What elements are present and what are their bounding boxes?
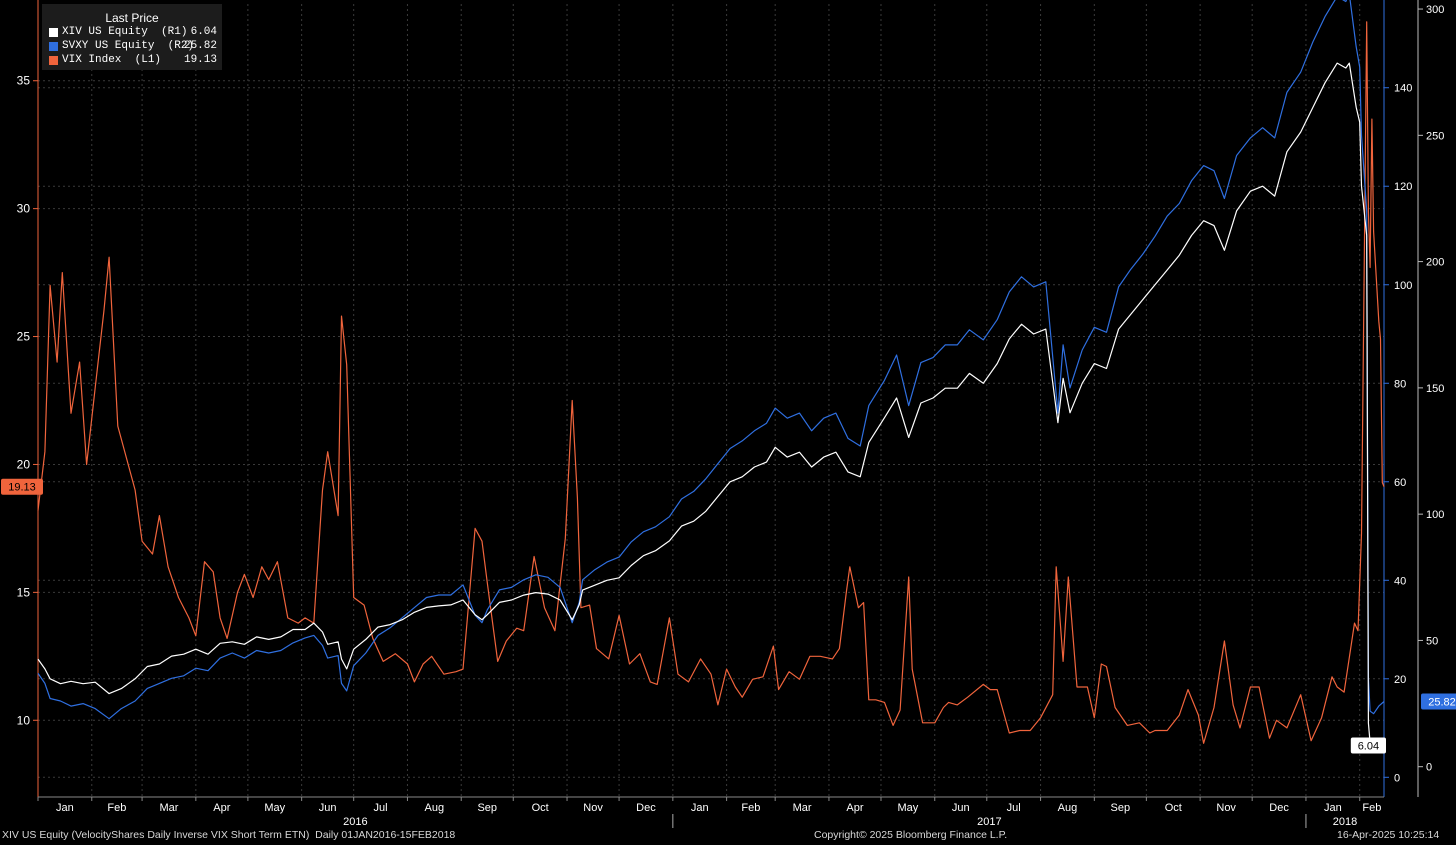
left-axis-tick-label: 35: [17, 74, 31, 88]
x-axis-month-label: Jan: [691, 802, 709, 814]
x-axis-month-label: Apr: [213, 802, 230, 814]
legend-label: VIX Index (L1): [62, 54, 162, 66]
left-axis-tick-label: 20: [17, 457, 31, 471]
right-axis-r2-tick-label: 100: [1426, 509, 1444, 521]
x-axis-month-label: May: [264, 802, 285, 814]
xiv-last-value-badge: 6.04: [1358, 741, 1379, 753]
legend-value: 6.04: [190, 26, 217, 38]
left-axis-tick-label: 30: [17, 202, 31, 216]
right-axis-r1-tick-label: 80: [1394, 378, 1406, 390]
legend-swatch: [49, 56, 58, 65]
footer-timestamp: 16-Apr-2025 10:25:14: [1337, 829, 1440, 841]
x-axis-year-label: 2018: [1333, 816, 1357, 828]
x-axis-month-label: Dec: [636, 802, 656, 814]
x-axis-month-label: Jan: [56, 802, 74, 814]
x-axis-month-label: Jan: [1324, 802, 1342, 814]
right-axis-r2-tick-label: 150: [1426, 383, 1444, 395]
x-axis-month-label: Sep: [1111, 802, 1131, 814]
right-axis-r1-tick-label: 20: [1394, 674, 1406, 686]
right-axis-r2-tick-label: 200: [1426, 257, 1444, 269]
right-axis-r1-tick-label: 120: [1394, 181, 1412, 193]
x-axis-month-label: Jun: [319, 802, 337, 814]
x-axis-month-label: Apr: [846, 802, 863, 814]
right-axis-r1-tick-label: 0: [1394, 772, 1400, 784]
x-axis-month-label: Aug: [1058, 802, 1078, 814]
x-axis-month-label: Mar: [159, 802, 178, 814]
x-axis-month-label: Oct: [532, 802, 549, 814]
vix-series-line: [37, 21, 1385, 744]
x-axis-month-label: May: [897, 802, 918, 814]
legend-item-svxy: SVXY US Equity (R2) 25.82: [49, 40, 217, 54]
x-axis-month-label: Feb: [107, 802, 126, 814]
x-axis-month-label: Nov: [1216, 802, 1236, 814]
series-lines: [37, 0, 1385, 751]
x-axis-month-label: Aug: [425, 802, 445, 814]
x-axis-month-label: Sep: [477, 802, 497, 814]
gridlines: [38, 4, 1384, 797]
legend-item-xiv: XIV US Equity (R1) 6.04: [49, 26, 217, 40]
left-axis-tick-label: 15: [17, 585, 31, 599]
left-axis-tick-label: 25: [17, 330, 31, 344]
value-badges: 19.13 6.04 25.82: [1, 478, 1456, 754]
x-axis-month-label: Dec: [1269, 802, 1289, 814]
legend-label: XIV US Equity (R1): [62, 26, 188, 38]
x-axis-month-label: Jul: [374, 802, 388, 814]
legend-swatch: [49, 28, 58, 37]
legend-swatch: [49, 42, 58, 51]
x-axis-month-label: Feb: [741, 802, 760, 814]
x-axis-month-label: Jul: [1007, 802, 1021, 814]
x-axis-month-label: Jun: [952, 802, 970, 814]
x-axis-year-label: 2017: [977, 816, 1001, 828]
right-axis-r1-tick-label: 40: [1394, 575, 1406, 587]
x-axis-year-label: 2016: [343, 816, 367, 828]
footer-copyright: Copyright© 2025 Bloomberg Finance L.P.: [814, 829, 1008, 841]
xiv-series-line: [37, 62, 1385, 751]
legend: Last Price XIV US Equity (R1) 6.04 SVXY …: [42, 4, 222, 70]
right-axis-r2-tick-label: 50: [1426, 635, 1438, 647]
footer-security-description: XIV US Equity (VelocityShares Daily Inve…: [2, 829, 456, 841]
x-axis-month-label: Mar: [793, 802, 812, 814]
x-axis-month-label: Feb: [1362, 802, 1381, 814]
left-axis-tick-label: 10: [17, 713, 31, 727]
svxy-last-value-badge: 25.82: [1428, 696, 1456, 708]
vix-last-value-badge: 19.13: [8, 482, 36, 494]
vix-last-value-badge-bg: [1, 478, 43, 495]
right-axis-r1-tick-label: 100: [1394, 280, 1412, 292]
legend-item-vix: VIX Index (L1) 19.13: [49, 54, 217, 68]
xiv-last-value-badge-bg: [1350, 737, 1386, 754]
right-axis-r2-tick-label: 0: [1426, 762, 1432, 774]
right-axis-r2-tick-label: 300: [1426, 4, 1444, 16]
legend-value: 19.13: [183, 54, 217, 66]
right-axis-r1-tick-label: 60: [1394, 477, 1406, 489]
axes: 10 15 20 25 30 35 0 20 40 60 80 100 120 140 0 50 100 150 2…: [17, 0, 1444, 828]
legend-value: 25.82: [183, 40, 217, 52]
legend-label: SVXY US Equity (R2): [62, 40, 195, 52]
legend-title: Last Price: [105, 11, 159, 25]
svxy-series-line: [37, 0, 1385, 720]
x-axis-month-label: Nov: [583, 802, 603, 814]
svxy-last-value-badge-bg: [1421, 693, 1456, 710]
right-axis-r1-tick-label: 140: [1394, 83, 1412, 95]
x-axis-month-label: Oct: [1165, 802, 1182, 814]
right-axis-r2-tick-label: 250: [1426, 130, 1444, 142]
